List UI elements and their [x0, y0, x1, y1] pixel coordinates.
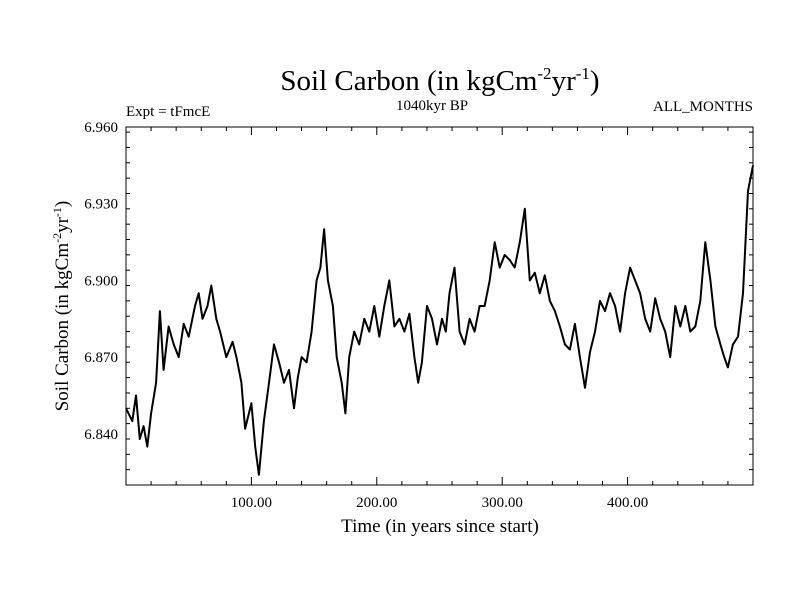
- chart-title: Soil Carbon (in kgCm-2yr-1): [280, 64, 599, 97]
- y-tick-label: 6.960: [84, 120, 118, 136]
- y-tick-label: 6.870: [84, 350, 118, 366]
- y-axis-ticks: 6.840 6.870 6.900 6.930 6.960: [84, 120, 753, 471]
- x-axis-ticks: 100.00 200.00 300.00 400.00: [150, 127, 729, 511]
- x-tick-label: 200.00: [356, 495, 397, 511]
- x-axis-label: Time (in years since start): [341, 516, 539, 537]
- y-tick-label: 6.840: [84, 427, 118, 443]
- y-tick-label: 6.930: [84, 197, 118, 213]
- months-label: ALL_MONTHS: [653, 99, 753, 115]
- x-tick-label: 300.00: [482, 495, 523, 511]
- x-tick-label: 100.00: [231, 495, 272, 511]
- series-line-soil-carbon: [125, 165, 754, 476]
- chart-subtitle: 1040kyr BP: [396, 98, 468, 114]
- y-axis-label: Soil Carbon (in kgCm-2yr-1): [50, 201, 73, 412]
- x-tick-label: 400.00: [607, 495, 648, 511]
- y-tick-label: 6.900: [84, 273, 118, 289]
- plot-frame: [125, 126, 754, 486]
- experiment-label: Expt = tFmcE: [126, 104, 210, 120]
